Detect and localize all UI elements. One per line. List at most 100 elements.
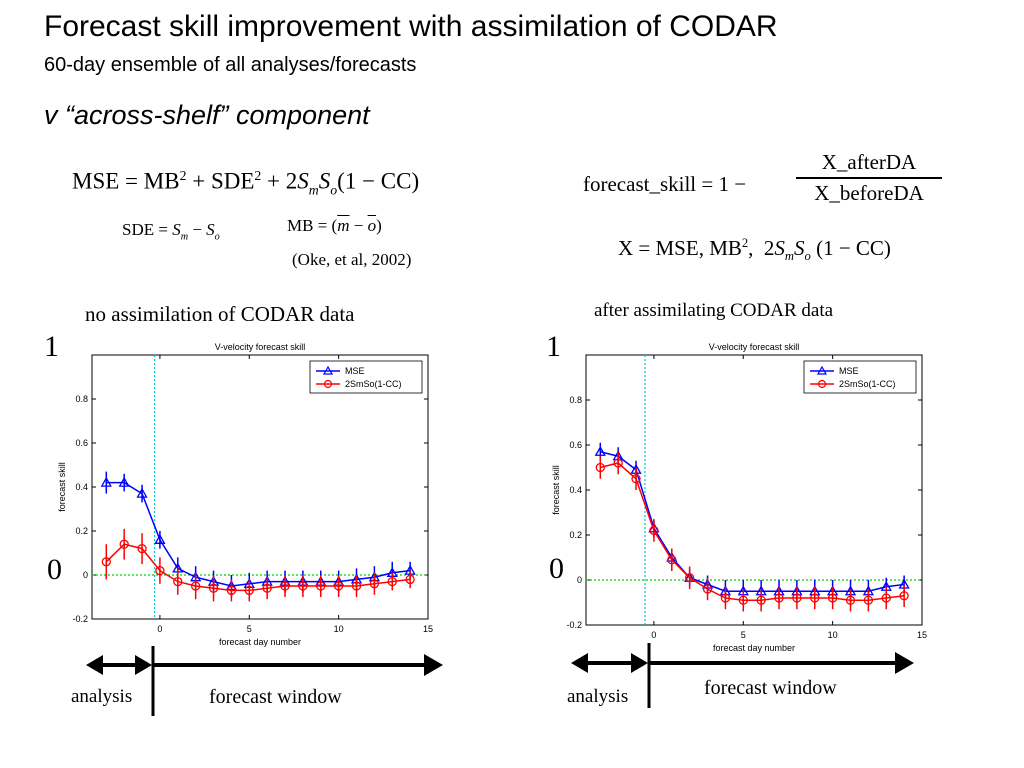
right-cc-point	[845, 595, 856, 605]
right-cc-point	[685, 573, 695, 583]
right-cc-point	[774, 593, 784, 603]
left-big-tick-zero: 0	[47, 553, 62, 586]
right-chart-caption: after assimilating CODAR data	[594, 300, 834, 321]
slide-title: Forecast skill improvement with assimila…	[44, 10, 778, 43]
sde-equation: SDE = Sm − So	[122, 220, 220, 243]
right-x-axis-label: forecast day number	[713, 643, 795, 653]
left-y-tick-label: 0.8	[75, 394, 88, 404]
left-analysis-arrow-right-head	[135, 655, 152, 675]
right-cc-point	[792, 593, 802, 603]
skill-fraction: X_afterDA X_beforeDA	[796, 150, 942, 206]
right-y-tick-label: 0.8	[569, 395, 582, 405]
left-cc-point	[369, 579, 380, 589]
right-y-tick-label: 0.6	[569, 440, 582, 450]
left-x-tick-label: 5	[247, 624, 252, 634]
right-mse-point	[594, 445, 606, 456]
left-cc-point	[191, 581, 201, 591]
right-cc-point	[649, 525, 659, 536]
right-big-tick-one: 1	[546, 330, 561, 363]
right-cc-point	[667, 555, 677, 565]
left-x-tick-label: 10	[334, 624, 344, 634]
left-cc-point	[316, 581, 326, 591]
right-cc-point	[613, 458, 623, 468]
left-y-tick-label: 0.4	[75, 482, 88, 492]
left-cc-point	[244, 585, 254, 596]
left-y-tick-label: 0.6	[75, 438, 88, 448]
left-legend-mse-label: MSE	[345, 366, 365, 376]
right-cc-point	[595, 462, 605, 473]
right-cc-point	[631, 474, 641, 484]
right-y-tick-label: 0.4	[569, 485, 582, 495]
right-forecast-arrow-head	[895, 652, 914, 674]
left-cc-point	[101, 557, 111, 567]
left-analysis-label: analysis	[71, 686, 133, 707]
right-legend-mse-label: MSE	[839, 366, 859, 376]
left-x-tick-label: 15	[423, 624, 433, 634]
left-cc-series-line	[105, 543, 411, 592]
mb-equation: MB = (m − o)	[287, 216, 382, 235]
left-cc-point	[155, 565, 165, 576]
right-x-tick-label: 0	[651, 630, 656, 640]
x-definition: X = MSE, MB2, 2SmSo (1 − CC)	[618, 236, 891, 264]
left-cc-point	[333, 581, 344, 591]
left-cc-point	[280, 581, 290, 591]
left-legend-cc-marker	[323, 379, 333, 389]
left-big-tick-one: 1	[44, 330, 59, 363]
right-skill-chart: 0 5 10 15 -0.2 0 0.2 0.4 0.6 0.8 V-velocity foreca…	[551, 342, 927, 653]
right-cc-point	[738, 595, 748, 605]
left-chart-title: V-velocity forecast skill	[215, 342, 306, 352]
left-cc-point	[387, 576, 397, 587]
right-forecast-window-label: forecast window	[704, 677, 837, 699]
left-legend-cc-label: 2SmSo(1-CC)	[345, 379, 402, 389]
right-cc-point	[899, 591, 909, 601]
right-legend-cc-marker	[817, 379, 827, 389]
right-analysis-arrow-left-head	[571, 653, 588, 673]
mse-equation: MSE = MB2 + SDE2 + 2SmSo(1 − CC)	[72, 168, 420, 198]
left-forecast-arrow-head	[424, 654, 443, 676]
right-chart-title: V-velocity forecast skill	[709, 342, 800, 352]
right-cc-point	[863, 595, 874, 605]
right-cc-point	[810, 593, 820, 603]
left-legend-mse-marker	[322, 365, 334, 375]
left-cc-point	[226, 585, 237, 596]
left-x-axis-label: forecast day number	[219, 637, 301, 647]
component-label: v “across-shelf” component	[44, 100, 370, 130]
left-cc-point	[173, 576, 183, 587]
left-cc-point	[298, 581, 308, 591]
left-chart-caption: no assimilation of CODAR data	[85, 302, 355, 326]
left-x-tick-label: 0	[157, 624, 162, 634]
left-y-tick-label: 0	[83, 570, 88, 580]
right-cc-point	[756, 595, 766, 605]
right-cc-point	[827, 593, 838, 603]
right-x-tick-label: 5	[741, 630, 746, 640]
right-cc-point	[720, 593, 731, 603]
left-mse-point	[154, 533, 166, 544]
left-timeline-arrows	[86, 646, 443, 716]
right-y-tick-label: -0.2	[566, 620, 582, 630]
slide-subtitle: 60-day ensemble of all analyses/forecast…	[44, 54, 417, 76]
left-cc-point	[351, 581, 362, 591]
left-mse-point	[136, 487, 148, 498]
right-cc-point	[702, 584, 713, 594]
right-timeline-arrows	[571, 643, 914, 708]
right-analysis-label: analysis	[567, 686, 629, 707]
left-mse-point	[118, 476, 130, 487]
right-legend-cc-label: 2SmSo(1-CC)	[839, 379, 896, 389]
left-cc-point	[119, 539, 129, 549]
right-cc-series-line	[600, 462, 905, 601]
right-y-tick-label: 0	[577, 575, 582, 585]
right-x-tick-label: 10	[828, 630, 838, 640]
right-y-tick-label: 0.2	[569, 530, 582, 540]
right-cc-point	[881, 593, 891, 603]
left-cc-point	[137, 543, 147, 554]
left-skill-chart: 0 5 10 15 -0.2 0 0.2 0.4 0.6 0.8 V-velocity foreca…	[57, 342, 433, 647]
left-y-tick-label: -0.2	[72, 614, 88, 624]
left-cc-point	[208, 583, 219, 593]
right-x-tick-label: 15	[917, 630, 927, 640]
right-big-tick-zero: 0	[549, 552, 564, 585]
left-y-tick-label: 0.2	[75, 526, 88, 536]
left-cc-point	[405, 574, 415, 585]
left-cc-point	[262, 583, 272, 593]
right-y-axis-label: forecast skill	[551, 465, 561, 515]
reference-citation: (Oke, et al, 2002)	[292, 250, 412, 269]
